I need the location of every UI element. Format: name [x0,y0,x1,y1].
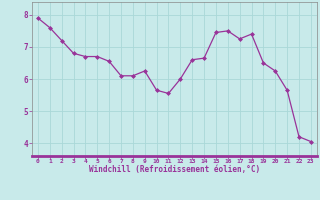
X-axis label: Windchill (Refroidissement éolien,°C): Windchill (Refroidissement éolien,°C) [89,165,260,174]
